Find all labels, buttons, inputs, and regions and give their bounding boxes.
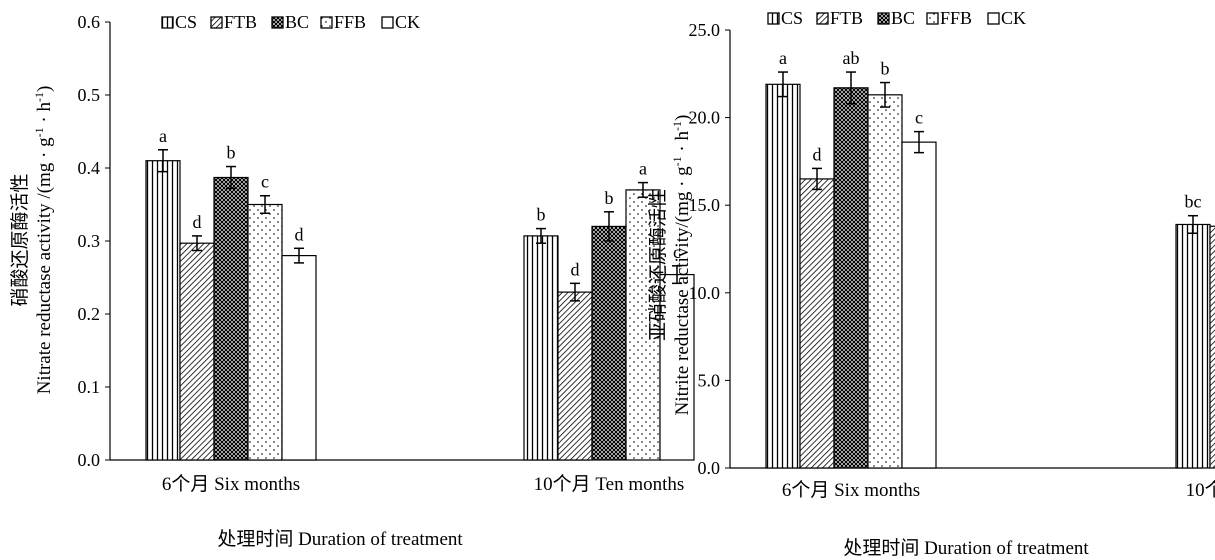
legend-swatch-cs <box>161 16 174 29</box>
legend-label-ck: CK <box>395 12 420 32</box>
significance-letter: a <box>639 159 647 179</box>
y-tick-label: 0.0 <box>78 450 101 470</box>
y-tick-label: 0.2 <box>78 304 101 324</box>
significance-letter: bc <box>1185 192 1202 212</box>
y-tick-label: 0.0 <box>698 458 721 478</box>
legend-swatch-ffb <box>320 16 333 29</box>
bar-ftb <box>179 242 215 461</box>
y-tick-label: 0.4 <box>78 158 101 178</box>
significance-letter: b <box>227 143 236 163</box>
legend-label-ffb: FFB <box>334 12 366 32</box>
y-axis-title-cn: 亚硝酸还原酶活性 <box>647 189 669 341</box>
category-label: 6个月 Six months <box>782 479 920 501</box>
legend-swatch-bc <box>271 16 284 29</box>
y-axis-title-en: Nitrate reductase activity /(mg · g <box>34 137 55 394</box>
y-axis-title-cn: 硝酸还原酶活性 <box>9 173 31 306</box>
legend-swatch-ftb <box>816 12 829 25</box>
y-axis-title: 硝酸还原酶活性 Nitrate reductase activity /(mg ·… <box>9 86 55 395</box>
significance-letter: d <box>295 224 304 244</box>
significance-letter: b <box>881 59 890 79</box>
y-tick-label: 20.0 <box>689 108 721 128</box>
bar-ftb <box>799 178 835 469</box>
y-tick-label: 10.0 <box>689 283 721 303</box>
legend-swatch-cs <box>767 12 780 25</box>
significance-letter: ab <box>843 48 860 68</box>
significance-letter: d <box>193 212 202 232</box>
y-tick-label: 0.3 <box>78 231 101 251</box>
legend-swatch-ffb <box>926 12 939 25</box>
legend-label-ck: CK <box>1001 8 1026 28</box>
legend-label-cs: CS <box>781 8 803 28</box>
y-tick-label: 0.6 <box>78 12 101 32</box>
bar-ftb <box>1209 225 1215 469</box>
category-label: 6个月 Six months <box>162 473 300 495</box>
bar-ffb <box>247 203 283 461</box>
x-axis-title: 处理时间 Duration of treatment <box>843 537 1089 559</box>
legend-label-bc: BC <box>891 8 915 28</box>
significance-letter: d <box>813 144 822 164</box>
bar-bc <box>833 87 869 469</box>
bar-ftb <box>557 291 593 461</box>
significance-letter: c <box>915 108 923 128</box>
significance-letter: d <box>571 259 580 279</box>
bar-bc <box>213 176 249 461</box>
significance-letter: b <box>605 188 614 208</box>
legend-swatch-ck <box>987 12 1000 25</box>
legend-label-ffb: FFB <box>940 8 972 28</box>
y-tick-label: 0.1 <box>78 377 101 397</box>
y-axis-title: 亚硝酸还原酶活性 Nitrite reductase activity/(mg ·… <box>647 115 693 416</box>
legend-swatch-ck <box>381 16 394 29</box>
legend-label-ftb: FTB <box>830 8 863 28</box>
legend-label-bc: BC <box>285 12 309 32</box>
y-tick-label: 15.0 <box>689 195 721 215</box>
legend-label-ftb: FTB <box>224 12 257 32</box>
y-axis-title-en: Nitrite reductase activity/(mg · g <box>672 166 693 416</box>
significance-letter: a <box>159 126 167 146</box>
y-tick-label: 25.0 <box>689 20 721 40</box>
significance-letter: a <box>779 48 787 68</box>
significance-letter: c <box>261 172 269 192</box>
bar-ck <box>281 255 317 461</box>
nitrate-reductase-chart: 0.0 0.1 0.2 0.3 0.4 0.5 0.6 a d b c d 6个月 Six months… <box>9 12 695 550</box>
bar-cs <box>1175 223 1211 469</box>
legend-swatch-ftb <box>210 16 223 29</box>
x-axis-title: 处理时间 Duration of treatment <box>217 528 463 550</box>
bar-ffb <box>867 94 903 469</box>
bar-ck <box>901 141 937 469</box>
bar-ck <box>659 273 695 461</box>
y-tick-label: 5.0 <box>698 370 721 390</box>
category-label: 10个月 Ten months <box>1186 479 1215 501</box>
y-tick-label: 0.5 <box>78 85 101 105</box>
bar-cs <box>523 235 559 461</box>
bar-bc <box>591 225 627 461</box>
legend-swatch-bc <box>877 12 890 25</box>
significance-letter: b <box>537 205 546 225</box>
category-label: 10个月 Ten months <box>534 473 685 495</box>
legend-label-cs: CS <box>175 12 197 32</box>
significance-letter: c <box>673 242 681 262</box>
bar-cs <box>765 83 801 469</box>
bar-cs <box>145 160 181 461</box>
